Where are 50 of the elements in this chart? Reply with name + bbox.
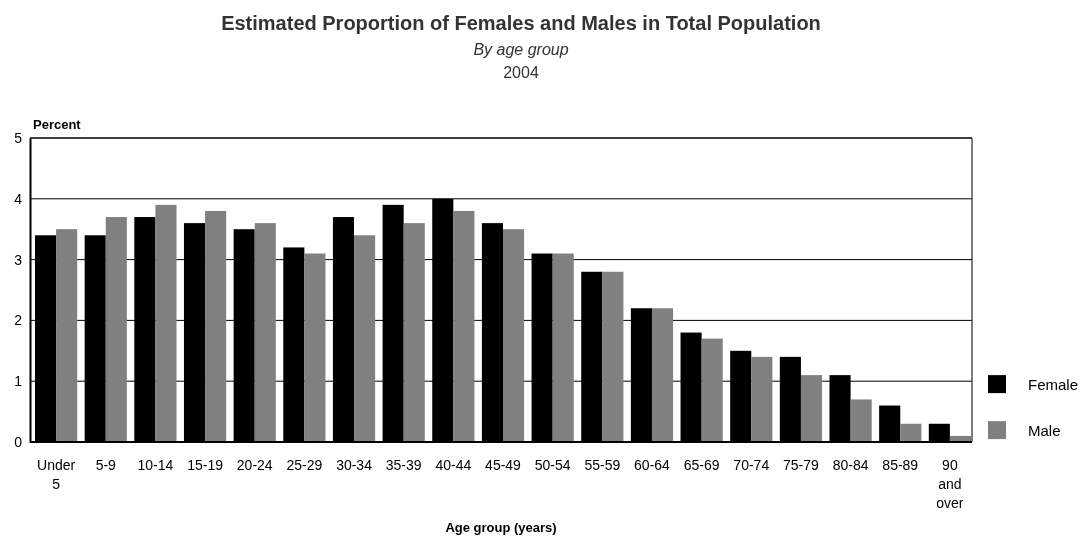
bar [503,229,525,442]
y-tick-label: 3 [14,251,23,268]
y-tick-label: 5 [14,129,23,146]
bar [254,223,276,442]
legend-label: Female [1028,376,1079,394]
x-tick-label: 35-39 [385,456,422,473]
bar [900,423,922,442]
x-tick-label: 55-59 [584,456,621,473]
bar [850,399,872,442]
bar [403,223,425,442]
x-tick-label: 60-64 [634,456,671,473]
bar [651,308,674,442]
x-tick-label: Under 5 [37,456,76,492]
chart-title: Estimated Proportion of Females and Males in Total Population [221,12,821,34]
x-tick-label: 40-44 [435,456,472,473]
x-tick-label: 45-49 [485,456,522,473]
text: 2004 [503,64,539,81]
bar [354,235,376,442]
bar [205,210,227,442]
x-tick-label: 30-34 [336,456,373,473]
bar [602,271,624,442]
bar [552,253,574,442]
x-tick-label: 80-84 [832,456,869,473]
bar [155,204,177,442]
bar [56,229,78,442]
x-tick-label: 90 and over [936,456,964,511]
legend-label: Male [1028,422,1061,440]
x-tick-label: 85-89 [882,456,919,473]
x-tick-label: 65-69 [683,456,720,473]
x-tick-label: 10-14 [137,456,174,473]
y-tick-label: 1 [14,373,23,390]
bar [304,253,326,442]
x-tick-label: 25-29 [286,456,323,473]
y-tick-label: 4 [14,190,23,207]
y-tick-label: 0 [14,433,23,450]
chart-subtitle: By age group [473,41,569,58]
x-tick-label: 20-24 [236,456,273,473]
x-tick-label: 5-9 [95,456,117,473]
y-axis-title: Percent [33,117,82,132]
x-axis-title: Age group (years) [445,520,557,535]
bar [453,210,475,442]
bar [751,356,773,442]
x-tick-label: 15-19 [187,456,224,473]
bar [105,217,127,442]
x-tick-label: 75-79 [783,456,820,473]
bar [701,338,723,442]
y-tick-label: 2 [14,312,23,329]
bar [800,375,823,442]
x-tick-label: 70-74 [733,456,770,473]
x-tick-label: 50-54 [534,456,571,473]
